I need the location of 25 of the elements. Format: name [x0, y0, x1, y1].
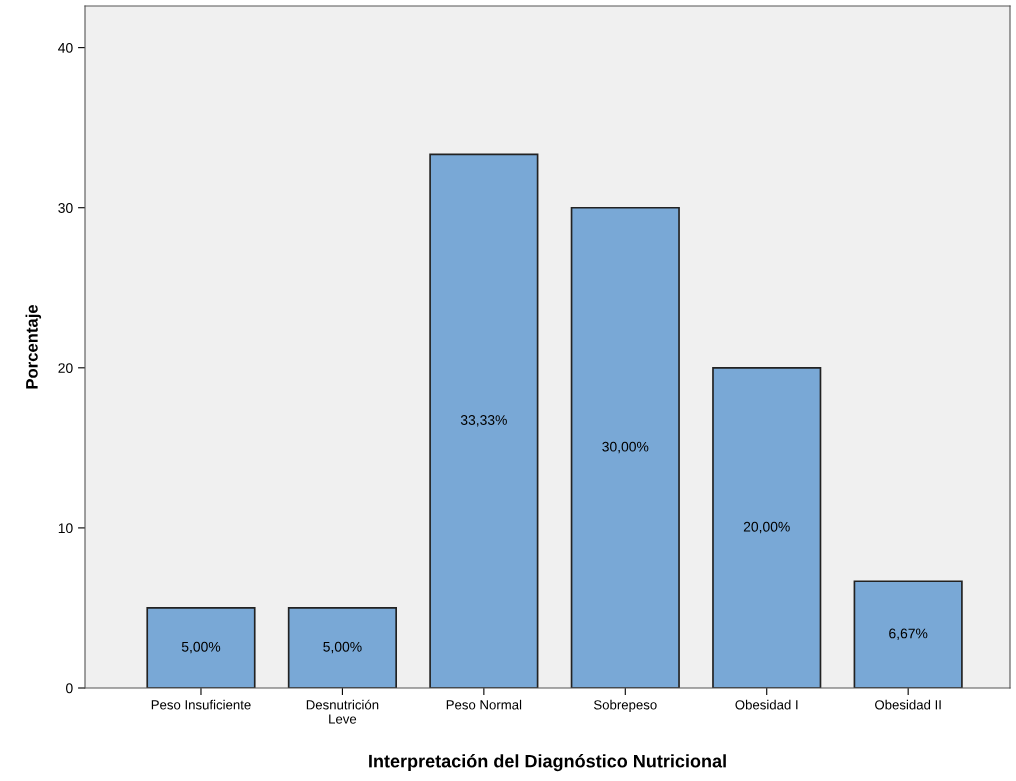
data-label: 33,33% [460, 415, 507, 427]
y-tick-label: 0 [66, 683, 73, 694]
bar [570, 206, 680, 688]
bar [287, 607, 397, 688]
data-label: 5,00% [323, 641, 362, 654]
x-tick-label: Peso Normal [446, 699, 522, 710]
y-tick-label: 40 [58, 42, 73, 53]
data-label: 6,67% [889, 628, 928, 640]
y-tick-label: 30 [58, 203, 73, 213]
x-tick-label: Sobrepeso [593, 699, 657, 713]
x-tick-label: Desnutrición Leve [306, 699, 379, 724]
bar [853, 580, 963, 688]
bar [429, 153, 539, 688]
data-label: 5,00% [181, 641, 221, 654]
data-label: 20,00% [743, 521, 790, 534]
y-tick-label: 10 [58, 523, 73, 534]
x-tick-label: Obesidad I [735, 699, 798, 710]
data-label: 30,00% [602, 441, 649, 454]
y-tick-label: 20 [58, 363, 73, 373]
x-tick-label: Obesidad II [875, 699, 941, 710]
y-axis-title: Porcentaje [25, 304, 42, 389]
bar [712, 366, 822, 688]
x-tick-label: Peso Insuficiente [151, 699, 251, 710]
x-axis-title: Interpretación del Diagnóstico Nutricional [369, 754, 726, 772]
bar [146, 607, 256, 688]
